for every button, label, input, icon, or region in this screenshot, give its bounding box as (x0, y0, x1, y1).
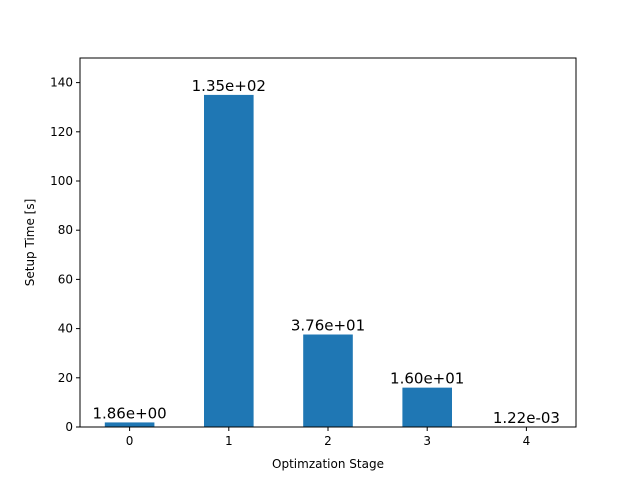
x-tick-label: 1 (225, 434, 233, 448)
y-tick-label: 20 (58, 371, 73, 385)
bar-2 (303, 334, 353, 427)
x-tick-label: 3 (423, 434, 431, 448)
data-label-0: 1.86e+00 (92, 404, 166, 422)
x-tick-label: 0 (126, 434, 134, 448)
x-axis: 0 1 2 3 4 (126, 427, 530, 448)
x-tick-label: 4 (523, 434, 531, 448)
y-tick-label: 140 (50, 76, 73, 90)
bars-group (104, 94, 552, 428)
bar-3 (402, 387, 452, 427)
y-tick-label: 0 (65, 420, 73, 434)
data-label-3: 1.60e+01 (390, 370, 464, 388)
bar-1 (204, 94, 254, 428)
bar-0 (104, 422, 155, 427)
y-tick-label: 100 (50, 174, 73, 188)
x-axis-label: Optimzation Stage (272, 457, 384, 471)
y-tick-label: 120 (50, 125, 73, 139)
data-label-1: 1.35e+02 (192, 77, 266, 95)
y-tick-label: 80 (58, 223, 73, 237)
data-label-4: 1.22e-03 (493, 409, 560, 427)
y-tick-label: 60 (58, 272, 73, 286)
data-label-2: 3.76e+01 (291, 317, 365, 335)
y-axis-label: Setup Time [s] (23, 199, 37, 287)
y-axis: 0 20 40 60 80 100 120 140 (50, 76, 80, 434)
y-tick-label: 40 (58, 322, 73, 336)
x-tick-label: 2 (324, 434, 332, 448)
data-labels-group: 1.86e+00 1.35e+02 3.76e+01 1.60e+01 1.22e-03 (92, 77, 560, 427)
